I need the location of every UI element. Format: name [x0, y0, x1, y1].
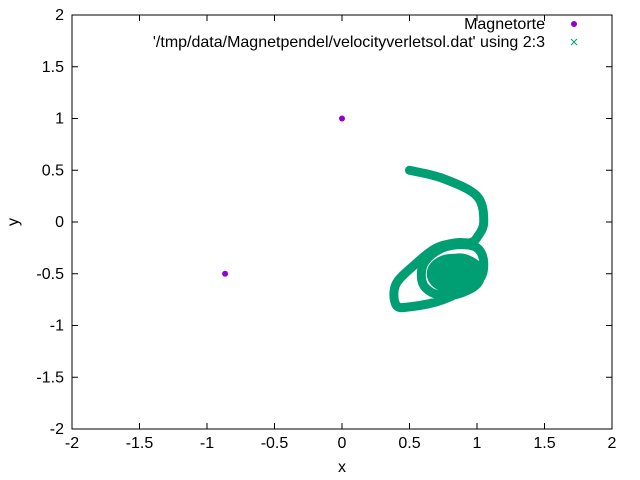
x-tick-label: 1 — [473, 435, 482, 452]
y-tick-label: -1.5 — [36, 369, 64, 386]
y-tick-label: -2 — [50, 421, 64, 438]
y-tick-label: 0.5 — [42, 162, 64, 179]
data-points — [222, 115, 489, 313]
trajectory-point — [453, 241, 461, 249]
trajectory-point — [466, 270, 474, 278]
trajectory-point — [460, 254, 467, 262]
trajectory-point — [480, 218, 488, 226]
trajectory-point — [392, 280, 400, 288]
trajectory-point — [439, 175, 447, 182]
x-tick-label: 0 — [338, 435, 347, 452]
trajectory-point — [433, 247, 440, 255]
trajectory-point — [473, 192, 481, 200]
legend-marker-trajectory — [570, 38, 578, 46]
y-tick-label: -0.5 — [36, 266, 64, 283]
x-tick-label: 1.5 — [533, 435, 555, 452]
y-tick-label: 0 — [55, 214, 64, 231]
x-tick-label: -2 — [65, 435, 79, 452]
trajectory-point — [443, 275, 451, 283]
y-tick-label: 2 — [55, 7, 64, 24]
tick-labels: -2 -1.5 -1 -0.5 0 0.5 1 1.5 2 -2 -1.5 -1 -0.5 0 0.5 1 1.… — [36, 7, 616, 452]
magnet-point — [222, 270, 229, 277]
trajectory-point — [419, 280, 427, 288]
trajectory-point — [392, 301, 400, 309]
y-axis-label: y — [5, 218, 22, 226]
x-tick-label: -0.5 — [261, 435, 289, 452]
y-tick-label: 1 — [55, 111, 64, 128]
axis-ticks — [71, 14, 613, 430]
plot-frame — [71, 14, 613, 430]
x-tick-label: 0.5 — [398, 435, 420, 452]
trajectory-point — [480, 260, 488, 267]
trajectory-point — [457, 280, 465, 288]
trajectory-point — [443, 257, 451, 265]
magnet-point — [339, 115, 345, 122]
trajectory-point — [476, 265, 484, 272]
trajectory-point — [453, 239, 461, 247]
legend-label-trajectory: '/tmp/data/Magnetpendel/velocityverletso… — [153, 34, 545, 51]
trajectory-core — [426, 253, 479, 294]
trajectory-point — [441, 282, 448, 290]
trajectory-point — [406, 303, 413, 311]
trajectory-point — [457, 262, 465, 269]
trajectory-point — [446, 265, 454, 272]
x-axis-label: x — [338, 459, 346, 476]
y-tick-label: -1 — [50, 318, 64, 335]
legend-label-magnetorte: Magnetorte — [464, 16, 545, 33]
x-tick-label: 2 — [608, 435, 617, 452]
legend-magnet-marker — [571, 21, 577, 27]
trajectory-point — [473, 244, 481, 252]
trajectory-point — [412, 260, 420, 267]
trajectory-point — [473, 278, 481, 286]
trajectory-point — [433, 244, 440, 252]
trajectory-point — [433, 291, 440, 298]
legend-trajectory-marker — [570, 38, 578, 46]
legend: Magnetorte '/tmp/data/Magnetpendel/veloc… — [153, 16, 578, 51]
trajectory-point — [435, 270, 443, 278]
legend-marker-magnetorte — [571, 21, 577, 27]
trajectory-point — [439, 296, 447, 303]
trajectory-point — [419, 262, 427, 269]
trajectory-point — [406, 166, 413, 174]
x-tick-label: -1.5 — [126, 435, 154, 452]
x-tick-label: -1 — [200, 435, 214, 452]
trajectory-point — [473, 280, 481, 288]
y-tick-label: 1.5 — [42, 59, 64, 76]
trajectory-point — [473, 234, 481, 241]
trajectory-point — [453, 291, 461, 298]
trajectory-point — [466, 239, 474, 247]
trajectory-point — [449, 272, 457, 280]
